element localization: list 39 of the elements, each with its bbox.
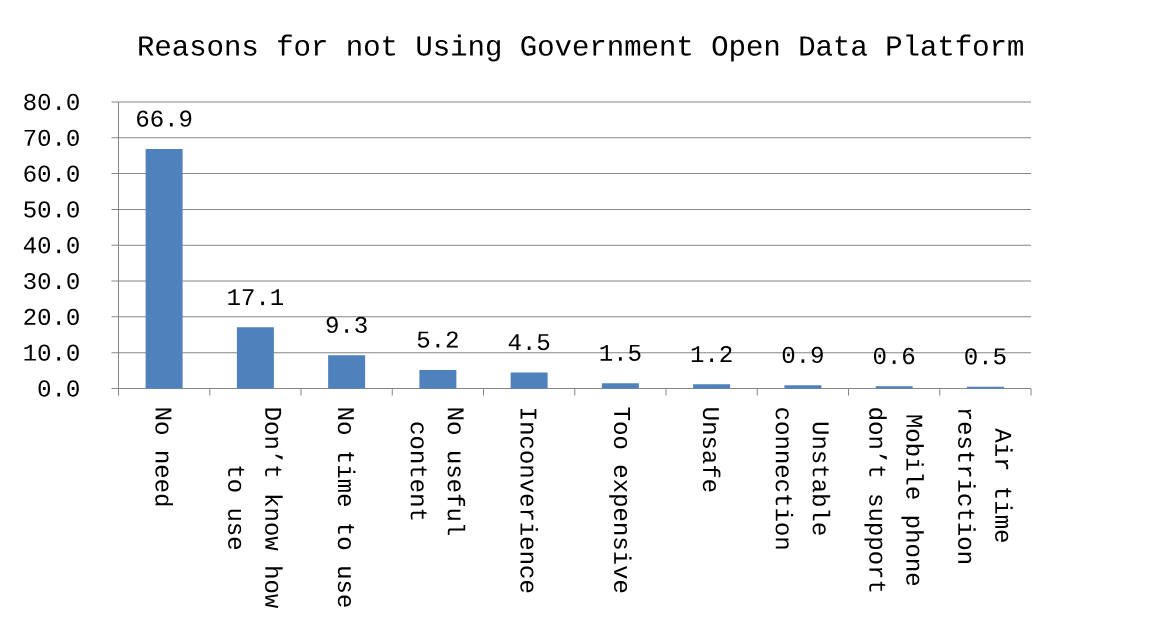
- bar: [510, 372, 548, 389]
- x-tick-label: Unsafe: [702, 408, 721, 492]
- y-tick-label: 50.0: [24, 201, 79, 218]
- bar: [145, 148, 183, 389]
- y-tick-label: 20.0: [24, 308, 79, 326]
- bar: [784, 385, 822, 389]
- y-tick-label: 0.0: [38, 380, 79, 397]
- bar: [601, 383, 639, 389]
- x-tick-label: Inconverience: [520, 409, 538, 593]
- bar: [328, 355, 366, 389]
- data-label: 0.5: [965, 348, 1006, 365]
- y-tick-label: 70.0: [24, 129, 79, 146]
- data-label: 1.2: [691, 345, 732, 362]
- y-tick-label: 10.0: [24, 344, 79, 361]
- data-label: 0.6: [874, 347, 915, 365]
- data-label: 66.9: [137, 110, 192, 127]
- x-tick-label: Air time restriction: [958, 409, 1013, 563]
- x-tick-label: No need: [155, 408, 173, 506]
- bar: [236, 327, 274, 389]
- y-tick-label: 30.0: [24, 272, 79, 290]
- x-tick-label: No time to use: [337, 408, 356, 607]
- data-label: 0.9: [782, 346, 823, 364]
- data-label: 5.2: [417, 331, 458, 348]
- data-label: 17.1: [228, 289, 284, 306]
- bar: [419, 369, 457, 389]
- bar: [693, 384, 731, 389]
- x-tick-label: Unstable connection: [775, 408, 831, 549]
- y-tick-label: 80.0: [24, 93, 79, 111]
- bar: [875, 386, 913, 389]
- x-tick-label: Don’t know how to use: [228, 408, 283, 609]
- x-tick-label: No useful content: [410, 408, 466, 535]
- x-tick-label: Too expensive: [609, 407, 632, 593]
- x-tick-label: Mobile phone don’t support: [864, 408, 924, 592]
- y-tick-label: 60.0: [24, 165, 79, 182]
- y-tick-label: 40.0: [23, 237, 79, 254]
- chart-title: Reasons for not Using Government Open Data Platform: [139, 34, 1023, 62]
- data-label: 4.5: [508, 334, 550, 351]
- data-label: 9.3: [326, 316, 367, 333]
- data-label: 1.5: [600, 344, 641, 361]
